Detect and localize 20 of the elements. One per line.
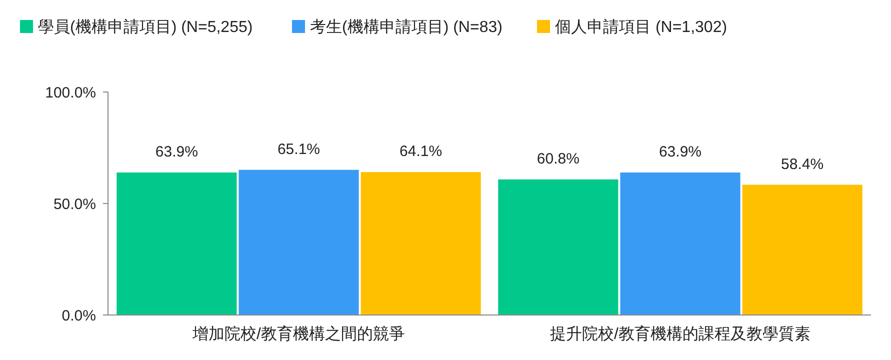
legend-label: 學員(機構申請項目) (N=5,255) [38,18,253,36]
data-label: 60.8% [536,150,580,168]
y-tick-label: 100.0% [45,84,96,102]
data-label: 65.1% [277,140,320,158]
bar [116,172,237,315]
bar [238,170,359,315]
y-tick-label: 50.0% [53,196,96,213]
bar [742,184,862,315]
bar [620,172,740,315]
data-label: 58.4% [781,156,824,173]
x-tick-label: 增加院校/教育機構之間的競爭 [192,325,405,343]
y-tick-label: 0.0% [62,307,96,324]
legend-label: 個人申請項目 (N=1,302) [555,18,728,36]
bar [360,172,481,315]
x-tick-label: 提升院校/教育機構的課程及教學質素 [550,325,810,343]
data-label: 63.9% [658,144,702,161]
data-label: 63.9% [155,144,198,161]
bar [498,179,618,315]
legend-label: 考生(機構申請項目) (N=83) [310,18,502,36]
data-label: 64.1% [400,143,442,160]
